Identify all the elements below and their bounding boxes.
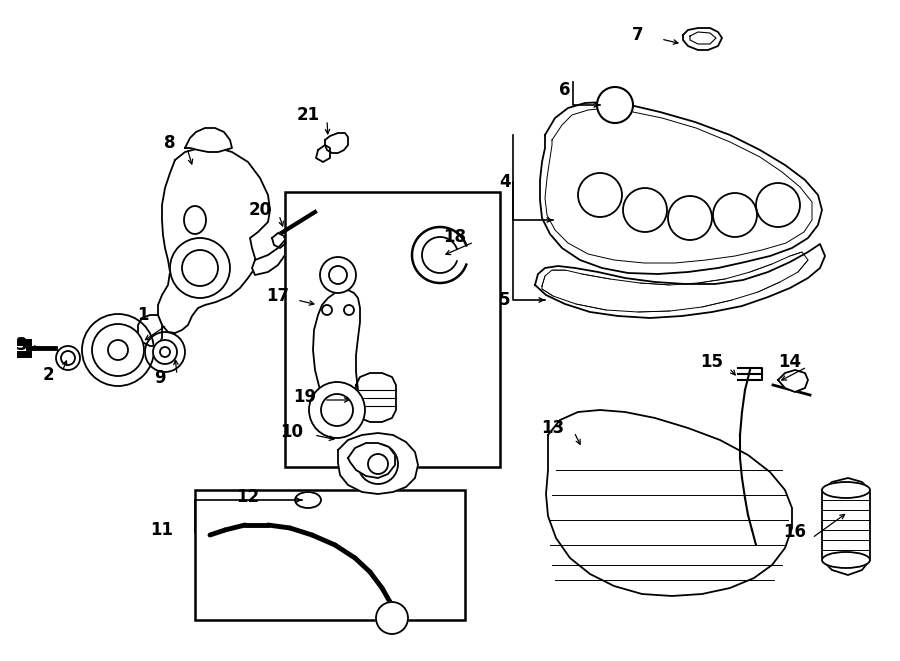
Circle shape — [623, 188, 667, 232]
Polygon shape — [822, 478, 870, 575]
Text: 10: 10 — [281, 423, 303, 441]
Circle shape — [321, 394, 353, 426]
Polygon shape — [683, 28, 722, 50]
Circle shape — [56, 346, 80, 370]
Circle shape — [145, 332, 185, 372]
Polygon shape — [535, 244, 825, 318]
Polygon shape — [158, 148, 270, 333]
Circle shape — [153, 340, 177, 364]
Text: 20: 20 — [248, 201, 272, 219]
Polygon shape — [348, 443, 395, 478]
Text: 14: 14 — [778, 353, 802, 371]
Text: 12: 12 — [237, 488, 259, 506]
Text: 8: 8 — [164, 134, 176, 152]
Text: 7: 7 — [632, 26, 644, 44]
Circle shape — [713, 193, 757, 237]
Text: 21: 21 — [296, 106, 320, 124]
Circle shape — [170, 238, 230, 298]
Ellipse shape — [295, 492, 321, 508]
Circle shape — [344, 305, 354, 315]
Polygon shape — [272, 233, 286, 248]
Circle shape — [756, 183, 800, 227]
Text: 6: 6 — [559, 81, 571, 99]
Ellipse shape — [822, 482, 870, 498]
Polygon shape — [546, 410, 792, 596]
Text: 19: 19 — [293, 388, 317, 406]
Circle shape — [82, 314, 154, 386]
Text: 1: 1 — [137, 306, 148, 324]
Text: 13: 13 — [542, 419, 564, 437]
Circle shape — [578, 173, 622, 217]
Polygon shape — [540, 102, 822, 274]
Text: 17: 17 — [266, 287, 290, 305]
Circle shape — [160, 347, 170, 357]
Text: 2: 2 — [42, 366, 54, 384]
Circle shape — [368, 454, 388, 474]
Ellipse shape — [822, 552, 870, 568]
Text: 4: 4 — [500, 173, 511, 191]
Circle shape — [376, 602, 408, 634]
Circle shape — [329, 266, 347, 284]
Ellipse shape — [184, 206, 206, 234]
Circle shape — [668, 196, 712, 240]
Text: 11: 11 — [150, 521, 174, 539]
Bar — [195, 490, 465, 620]
Circle shape — [309, 382, 365, 438]
Text: 3: 3 — [16, 336, 28, 354]
Polygon shape — [338, 433, 418, 494]
Polygon shape — [778, 370, 808, 392]
Circle shape — [61, 351, 75, 365]
Text: 18: 18 — [444, 228, 466, 246]
Circle shape — [182, 250, 218, 286]
Circle shape — [322, 305, 332, 315]
Polygon shape — [316, 145, 330, 162]
Text: 16: 16 — [784, 523, 806, 541]
Polygon shape — [325, 133, 348, 153]
Text: 9: 9 — [154, 369, 166, 387]
Polygon shape — [356, 373, 396, 422]
Text: 15: 15 — [700, 353, 724, 371]
Circle shape — [358, 444, 398, 484]
Circle shape — [108, 340, 128, 360]
Polygon shape — [138, 315, 162, 346]
Circle shape — [320, 257, 356, 293]
Polygon shape — [412, 227, 466, 283]
Polygon shape — [185, 128, 232, 152]
Text: 5: 5 — [500, 291, 511, 309]
Polygon shape — [313, 290, 360, 407]
Circle shape — [597, 87, 633, 123]
Bar — [285, 192, 500, 467]
Polygon shape — [252, 240, 285, 275]
Circle shape — [92, 324, 144, 376]
